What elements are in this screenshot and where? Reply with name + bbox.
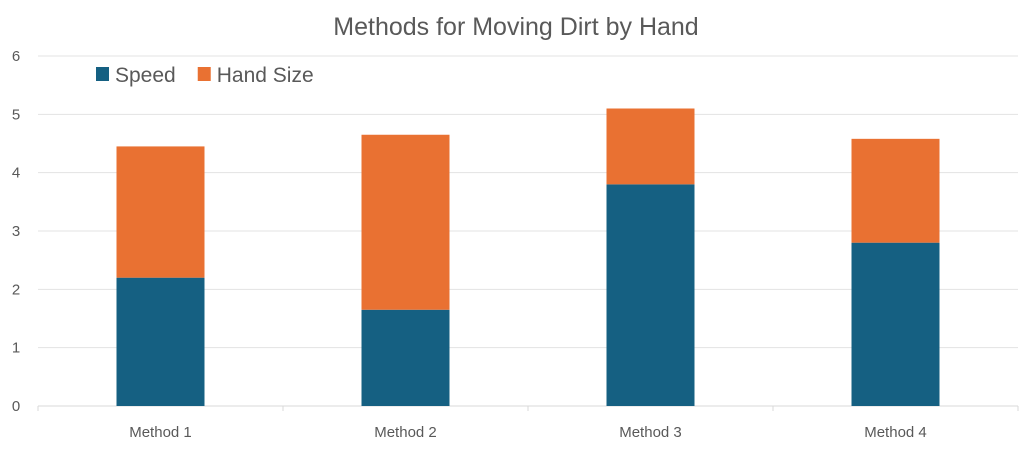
bar-hand-size — [606, 108, 695, 185]
y-tick-label: 4 — [12, 165, 20, 182]
bar-speed — [116, 277, 205, 406]
bar-speed — [361, 309, 450, 406]
y-tick-label: 3 — [12, 223, 20, 240]
y-tick-label: 6 — [12, 48, 20, 65]
bar-speed — [606, 184, 695, 406]
legend-swatch — [96, 67, 109, 81]
bar-hand-size — [116, 146, 205, 278]
legend-label: Speed — [115, 64, 176, 87]
x-tick-label: Method 2 — [374, 424, 437, 441]
y-tick-label: 0 — [12, 398, 20, 415]
legend-swatch — [197, 67, 211, 81]
y-tick-label: 1 — [12, 340, 20, 357]
x-tick-label: Method 3 — [619, 424, 682, 441]
chart-title: Methods for Moving Dirt by Hand — [333, 13, 698, 41]
x-tick-label: Method 1 — [129, 424, 192, 441]
bar-hand-size — [851, 138, 940, 243]
bar-hand-size — [361, 134, 450, 310]
y-tick-label: 5 — [12, 106, 20, 123]
legend-label: Hand Size — [217, 64, 314, 87]
y-tick-label: 2 — [12, 281, 20, 298]
x-tick-label: Method 4 — [864, 424, 927, 441]
bar-speed — [851, 242, 940, 406]
